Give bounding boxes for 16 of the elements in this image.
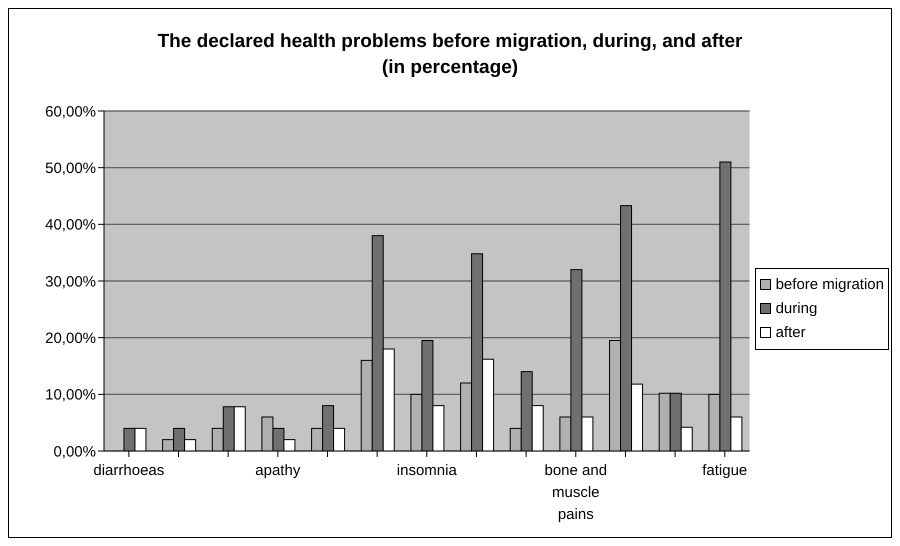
y-tick-label: 60,00% bbox=[45, 103, 96, 120]
x-tick-label: insomnia bbox=[396, 462, 458, 479]
y-tick-label: 10,00% bbox=[45, 386, 96, 404]
x-tick-label: apathy bbox=[255, 462, 301, 479]
y-tick-label: 40,00% bbox=[45, 216, 96, 234]
legend-label: before migration bbox=[776, 274, 884, 294]
chart-title: The declared health problems before migration, during, and after (in percentage) bbox=[156, 30, 744, 80]
y-tick-label: 50,00% bbox=[45, 160, 96, 177]
y-tick-label: 20,00% bbox=[45, 330, 96, 347]
x-tick-label: fatigue bbox=[702, 462, 748, 479]
y-tick-label: 30,00% bbox=[45, 273, 96, 290]
x-tick-label: bone and muscle pains bbox=[544, 462, 608, 523]
x-tick-label: diarrhoeas bbox=[93, 462, 164, 479]
y-tick-label: 0,00% bbox=[53, 443, 96, 460]
legend-label: during bbox=[776, 298, 818, 318]
legend-label: after bbox=[776, 322, 806, 342]
